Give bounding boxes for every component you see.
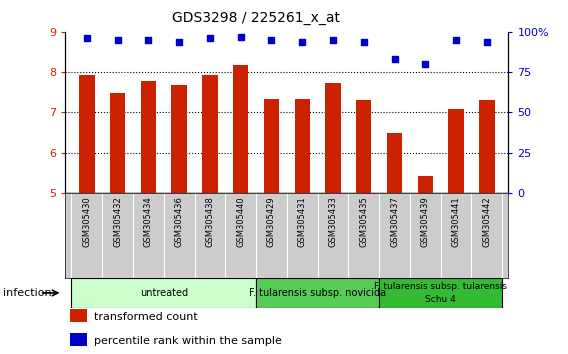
- Text: GSM305432: GSM305432: [113, 196, 122, 247]
- Point: [421, 61, 430, 67]
- Point: [482, 39, 491, 44]
- Text: GSM305440: GSM305440: [236, 196, 245, 247]
- Text: untreated: untreated: [140, 288, 188, 298]
- Text: Schu 4: Schu 4: [425, 295, 456, 304]
- Text: GSM305433: GSM305433: [328, 196, 337, 247]
- Point: [113, 37, 122, 43]
- Point: [359, 39, 368, 44]
- Text: GSM305441: GSM305441: [452, 196, 461, 247]
- Bar: [79, 75, 94, 193]
- Bar: [387, 133, 402, 193]
- Text: GSM305436: GSM305436: [174, 196, 183, 247]
- Bar: [233, 65, 248, 193]
- Text: GSM305431: GSM305431: [298, 196, 307, 247]
- Text: GSM305442: GSM305442: [482, 196, 491, 247]
- Bar: [379, 278, 502, 308]
- Point: [236, 34, 245, 40]
- Point: [390, 56, 399, 62]
- Bar: [70, 309, 87, 322]
- Text: F. tularensis subsp. tularensis: F. tularensis subsp. tularensis: [374, 282, 507, 291]
- Point: [328, 37, 337, 43]
- Text: F. tularensis subsp. novicida: F. tularensis subsp. novicida: [249, 288, 386, 298]
- Point: [267, 37, 276, 43]
- Bar: [356, 100, 371, 193]
- Text: GSM305435: GSM305435: [359, 196, 368, 247]
- Bar: [110, 93, 126, 193]
- Text: GSM305438: GSM305438: [206, 196, 215, 247]
- Bar: [448, 109, 463, 193]
- Text: transformed count: transformed count: [94, 312, 198, 322]
- Text: GDS3298 / 225261_x_at: GDS3298 / 225261_x_at: [172, 11, 340, 25]
- Point: [452, 37, 461, 43]
- Bar: [295, 99, 310, 193]
- Bar: [325, 82, 341, 193]
- Point: [82, 35, 91, 41]
- Bar: [70, 333, 87, 346]
- Bar: [417, 176, 433, 193]
- Text: infection: infection: [3, 288, 52, 298]
- Bar: [264, 99, 279, 193]
- Bar: [141, 81, 156, 193]
- Bar: [72, 278, 256, 308]
- Bar: [479, 100, 495, 193]
- Text: GSM305439: GSM305439: [421, 196, 430, 247]
- Text: percentile rank within the sample: percentile rank within the sample: [94, 336, 282, 346]
- Text: GSM305429: GSM305429: [267, 196, 276, 247]
- Point: [206, 35, 215, 41]
- Bar: [202, 75, 218, 193]
- Text: GSM305437: GSM305437: [390, 196, 399, 247]
- Bar: [256, 278, 379, 308]
- Point: [298, 39, 307, 44]
- Point: [174, 39, 183, 44]
- Text: GSM305430: GSM305430: [82, 196, 91, 247]
- Text: GSM305434: GSM305434: [144, 196, 153, 247]
- Bar: [172, 85, 187, 193]
- Point: [144, 37, 153, 43]
